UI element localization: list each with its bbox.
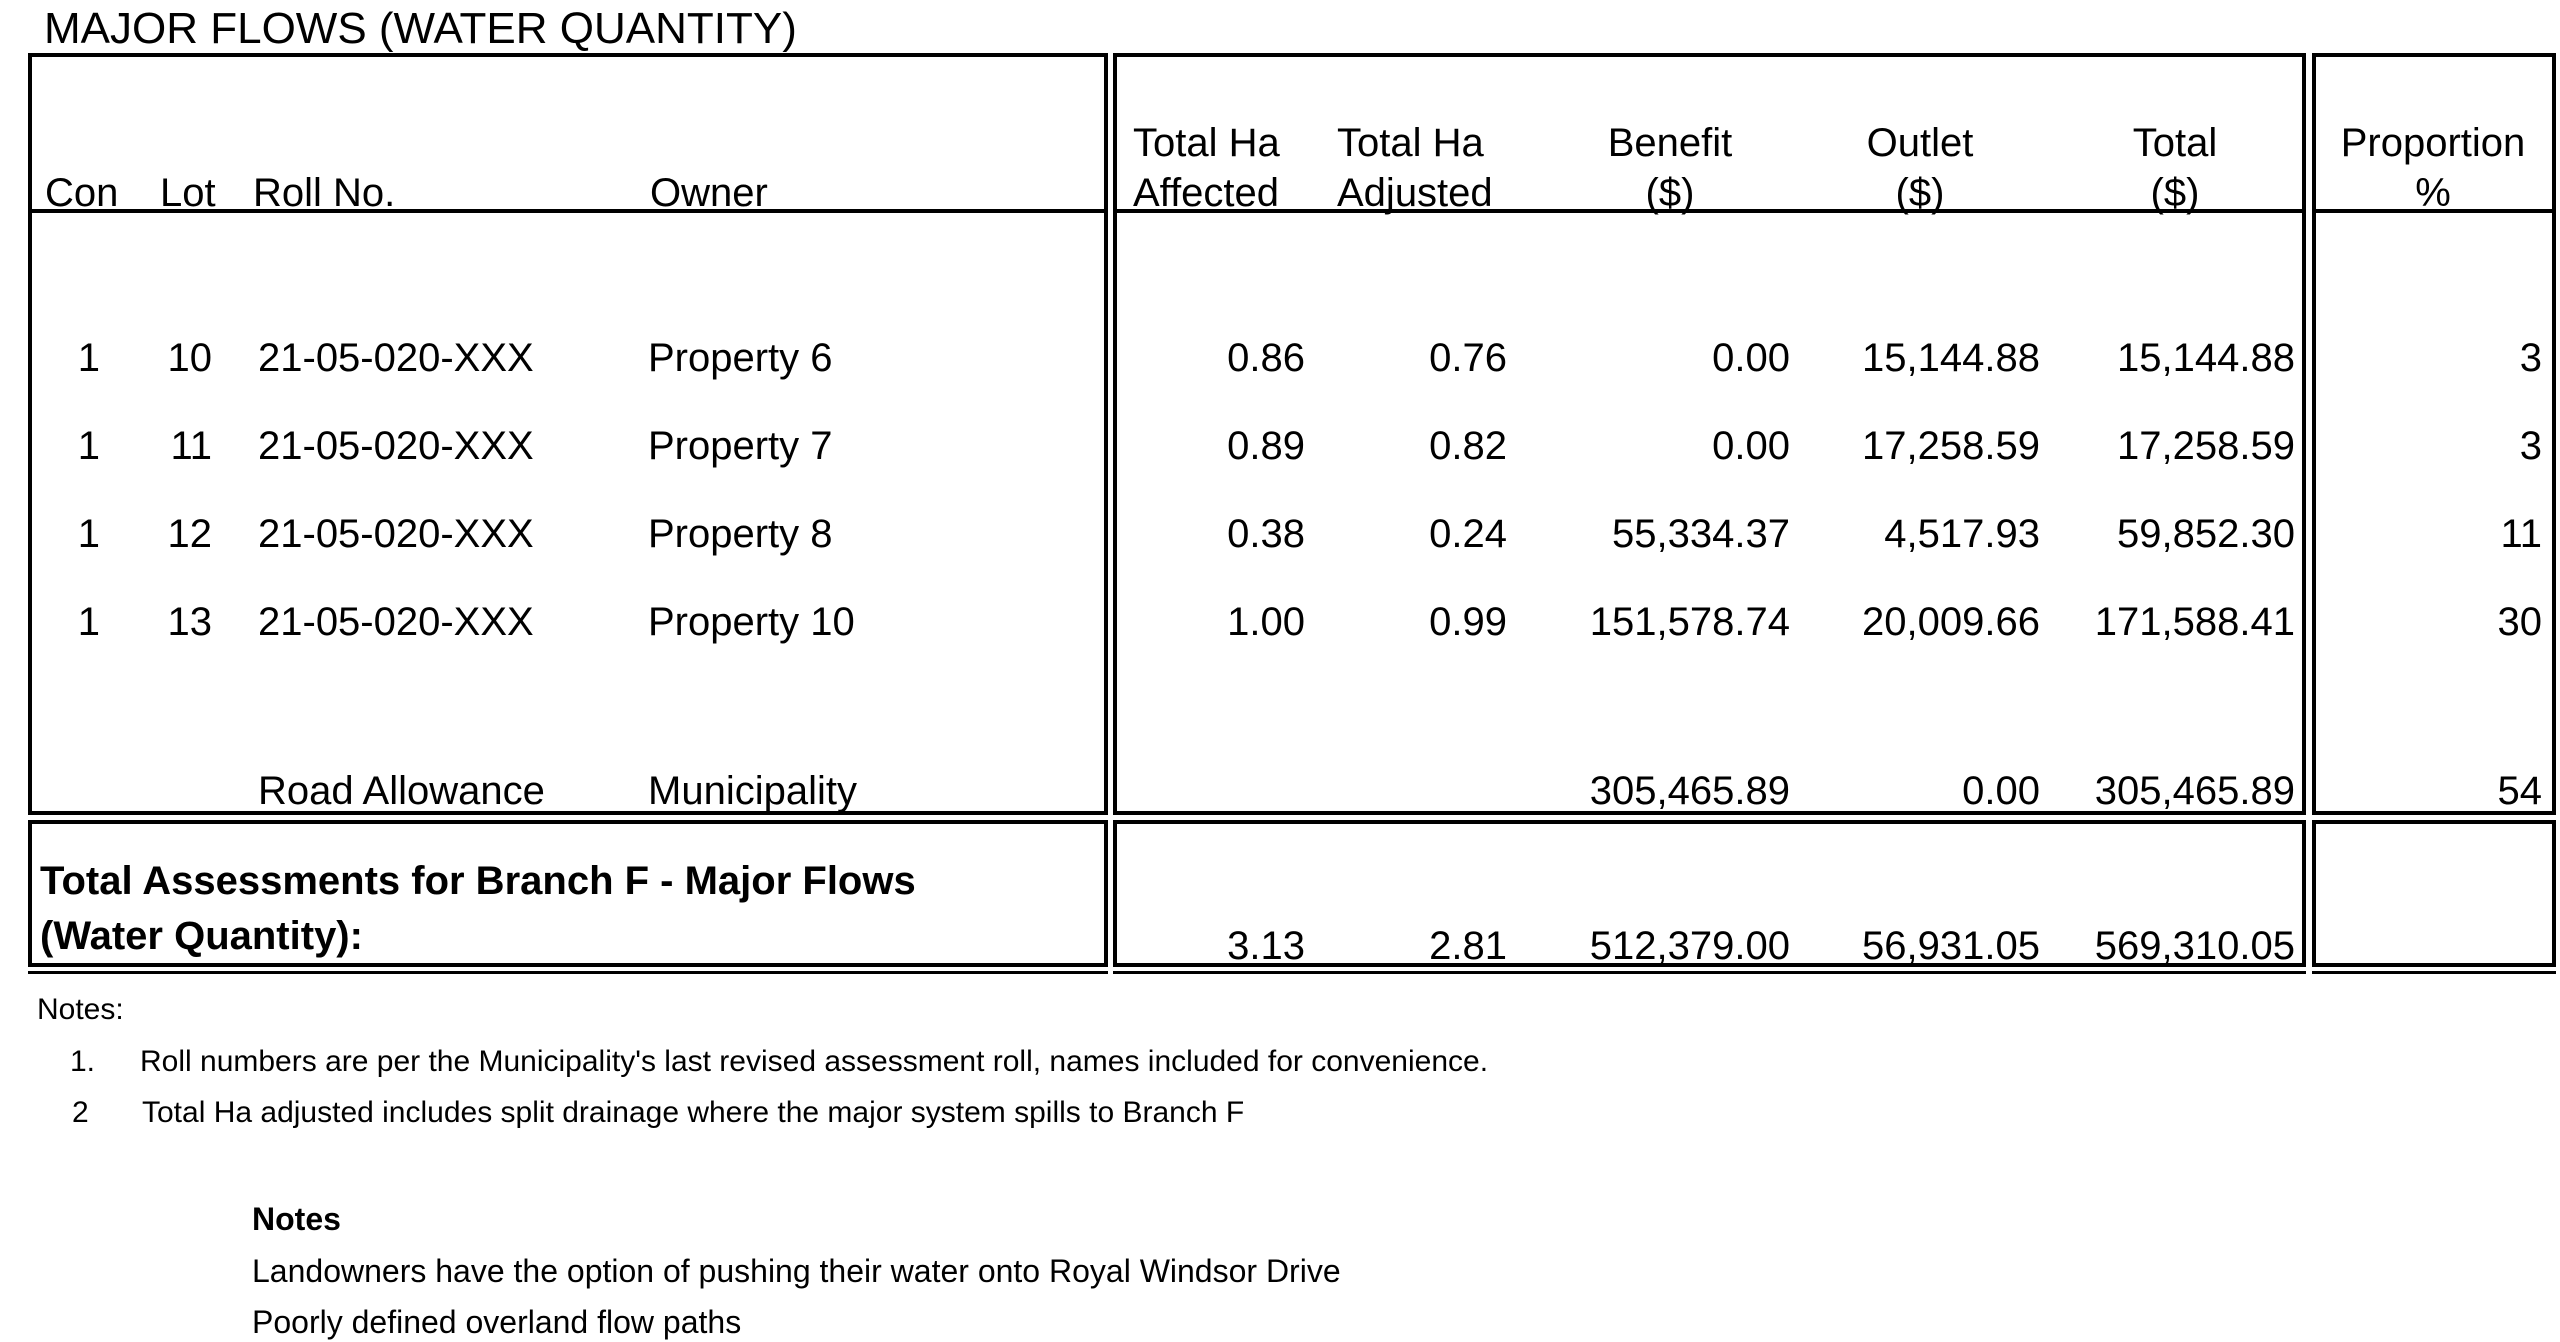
row-lot: 13 bbox=[167, 600, 213, 644]
row-proportion: 3 bbox=[2519, 424, 2542, 468]
totals-outlet: 56,931.05 bbox=[1862, 924, 2040, 968]
row-affected: 0.86 bbox=[1227, 336, 1305, 380]
row-benefit: 0.00 bbox=[1712, 424, 1790, 468]
totals-left-border bbox=[28, 820, 1108, 967]
road-allowance-label: Road Allowance bbox=[258, 769, 545, 813]
header-separator-middle bbox=[1113, 209, 2306, 213]
row-owner: Property 6 bbox=[648, 336, 833, 380]
totals-underline-proportion bbox=[2312, 971, 2556, 974]
header-lot: Lot bbox=[160, 171, 216, 215]
road-allowance-proportion: 54 bbox=[2497, 769, 2543, 813]
header-total-ha-affected-line2: Affected bbox=[1133, 171, 1280, 215]
row-total: 17,258.59 bbox=[2117, 424, 2295, 468]
row-adjusted: 0.76 bbox=[1429, 336, 1507, 380]
header-total-line2: ($) bbox=[2150, 171, 2200, 215]
header-outlet-line1: Outlet bbox=[1866, 121, 1974, 165]
row-proportion: 11 bbox=[2500, 512, 2542, 556]
row-con: 1 bbox=[77, 336, 100, 380]
row-owner: Property 7 bbox=[648, 424, 833, 468]
totals-total: 569,310.05 bbox=[2094, 924, 2295, 968]
totals-adjusted: 2.81 bbox=[1429, 924, 1507, 968]
row-con: 1 bbox=[77, 424, 100, 468]
proportion-section-border bbox=[2312, 53, 2556, 815]
row-benefit: 0.00 bbox=[1712, 336, 1790, 380]
row-proportion: 3 bbox=[2519, 336, 2542, 380]
header-proportion-line2: % bbox=[2415, 171, 2451, 215]
totals-middle-border bbox=[1113, 820, 2306, 967]
row-total: 59,852.30 bbox=[2117, 512, 2295, 556]
header-con: Con bbox=[45, 171, 119, 215]
note-1-number: 1. bbox=[70, 1045, 96, 1078]
row-adjusted: 0.99 bbox=[1429, 600, 1507, 644]
totals-underline-left bbox=[28, 971, 1108, 974]
row-outlet: 15,144.88 bbox=[1862, 336, 2040, 380]
row-adjusted: 0.24 bbox=[1429, 512, 1507, 556]
header-total-ha-adjusted-line2: Adjusted bbox=[1337, 171, 1493, 215]
row-lot: 10 bbox=[167, 336, 213, 380]
header-separator-proportion bbox=[2312, 209, 2556, 213]
row-total: 171,588.41 bbox=[2094, 600, 2295, 644]
row-proportion: 30 bbox=[2497, 600, 2543, 644]
totals-benefit: 512,379.00 bbox=[1589, 924, 1790, 968]
row-affected: 1.00 bbox=[1227, 600, 1305, 644]
header-roll-no: Roll No. bbox=[253, 171, 396, 215]
header-owner: Owner bbox=[650, 171, 768, 215]
header-benefit-line2: ($) bbox=[1645, 171, 1695, 215]
left-section-border bbox=[28, 53, 1108, 815]
row-outlet: 20,009.66 bbox=[1862, 600, 2040, 644]
row-total: 15,144.88 bbox=[2117, 336, 2295, 380]
row-benefit: 151,578.74 bbox=[1589, 600, 1790, 644]
middle-section-border bbox=[1113, 53, 2306, 815]
road-allowance-benefit: 305,465.89 bbox=[1589, 769, 1790, 813]
road-allowance-outlet: 0.00 bbox=[1962, 769, 2040, 813]
header-benefit-line1: Benefit bbox=[1607, 121, 1733, 165]
sub-notes-heading: Notes bbox=[252, 1201, 341, 1237]
road-allowance-total: 305,465.89 bbox=[2094, 769, 2295, 813]
header-outlet-line2: ($) bbox=[1895, 171, 1945, 215]
header-total-line1: Total bbox=[2132, 121, 2218, 165]
note-2-number: 2 bbox=[72, 1096, 89, 1129]
row-outlet: 17,258.59 bbox=[1862, 424, 2040, 468]
road-allowance-owner: Municipality bbox=[648, 769, 857, 813]
totals-affected: 3.13 bbox=[1227, 924, 1305, 968]
row-benefit: 55,334.37 bbox=[1612, 512, 1790, 556]
notes-heading: Notes: bbox=[37, 993, 124, 1026]
totals-label-line2: (Water Quantity): bbox=[40, 914, 363, 958]
row-lot: 12 bbox=[167, 512, 213, 556]
row-adjusted: 0.82 bbox=[1429, 424, 1507, 468]
sub-note-line2: Poorly defined overland flow paths bbox=[252, 1304, 742, 1340]
row-con: 1 bbox=[77, 600, 100, 644]
row-roll-no: 21-05-020-XXX bbox=[258, 424, 534, 468]
row-outlet: 4,517.93 bbox=[1884, 512, 2040, 556]
header-separator-left bbox=[28, 209, 1108, 213]
totals-label-line1: Total Assessments for Branch F - Major F… bbox=[40, 859, 916, 903]
row-affected: 0.38 bbox=[1227, 512, 1305, 556]
row-roll-no: 21-05-020-XXX bbox=[258, 512, 534, 556]
row-con: 1 bbox=[77, 512, 100, 556]
header-proportion-line1: Proportion bbox=[2340, 121, 2526, 165]
note-2-text: Total Ha adjusted includes split drainag… bbox=[142, 1096, 1245, 1129]
row-affected: 0.89 bbox=[1227, 424, 1305, 468]
row-owner: Property 10 bbox=[648, 600, 855, 644]
sub-note-line1: Landowners have the option of pushing th… bbox=[252, 1253, 1341, 1289]
row-owner: Property 8 bbox=[648, 512, 833, 556]
totals-proportion-border bbox=[2312, 820, 2556, 967]
totals-underline-middle bbox=[1113, 971, 2306, 974]
header-total-ha-adjusted-line1: Total Ha bbox=[1337, 121, 1484, 165]
note-1-text: Roll numbers are per the Municipality's … bbox=[140, 1045, 1489, 1078]
page-title: MAJOR FLOWS (WATER QUANTITY) bbox=[44, 4, 797, 53]
row-roll-no: 21-05-020-XXX bbox=[258, 600, 534, 644]
row-roll-no: 21-05-020-XXX bbox=[258, 336, 534, 380]
row-lot: 11 bbox=[170, 424, 212, 468]
header-total-ha-affected-line1: Total Ha bbox=[1133, 121, 1280, 165]
